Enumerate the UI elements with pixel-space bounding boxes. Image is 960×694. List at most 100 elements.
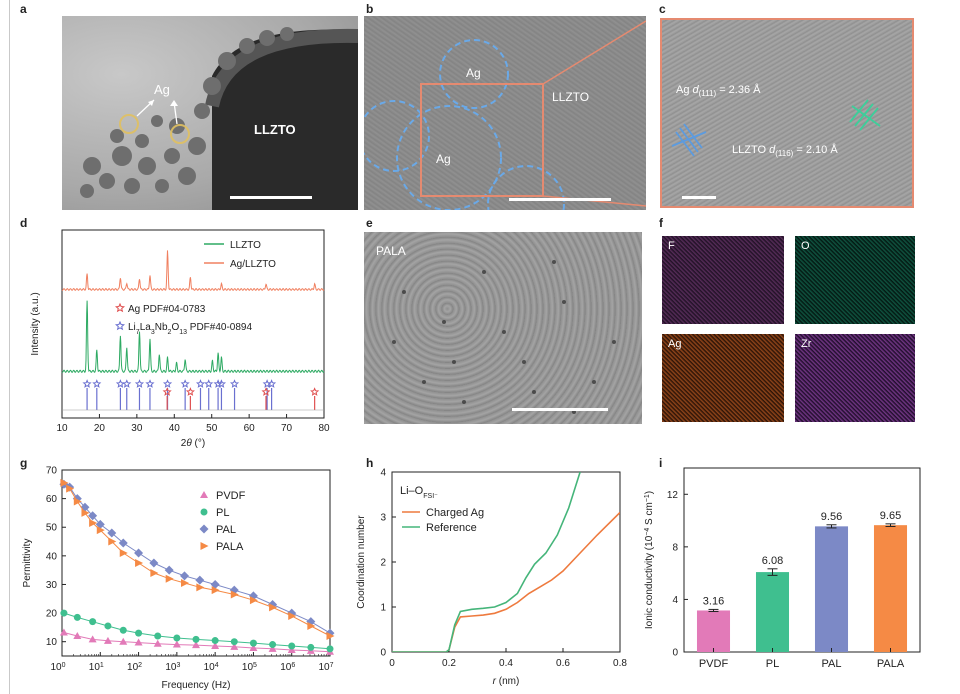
x-tick-label: 0.8: [613, 658, 627, 669]
panel-label-d: d: [20, 216, 28, 230]
panel-a-tem-image: Ag LLZTO: [62, 16, 358, 210]
data-point-pl: [288, 642, 296, 650]
data-point-pala: [181, 579, 190, 588]
data-point-pvdf: [134, 638, 143, 646]
panel-label-f: f: [659, 216, 663, 230]
li7-reference-star: [180, 379, 190, 388]
data-point-pal: [164, 565, 174, 575]
x-tick-label: 80: [318, 423, 330, 434]
legend-marker-pvdf: [200, 491, 208, 498]
data-point-pl: [60, 609, 68, 617]
legend-li7-reference-label: Li7La3Nb2O13 PDF#40-0894: [128, 322, 252, 336]
legend-ag-reference-label: Ag PDF#04-0783: [128, 304, 206, 315]
data-point-pala: [73, 497, 82, 506]
li7-reference-star: [134, 379, 145, 388]
x-tick-label-pal: PAL: [822, 658, 842, 670]
data-point-pvdf: [211, 641, 220, 649]
series-line-pl: [63, 612, 331, 650]
ag-reference-star: [310, 387, 320, 396]
chart-title: Li–OFSI⁻: [400, 485, 438, 500]
y-axis-label: Permittivity: [22, 539, 33, 588]
ag-llzto-pattern: [61, 250, 325, 291]
x-tick-label: 60: [244, 423, 256, 434]
data-point-pal: [149, 558, 159, 568]
data-point-pal: [72, 494, 82, 504]
x-tick-label: 30: [131, 423, 143, 434]
panel-label-e: e: [366, 216, 373, 230]
data-point-pl: [135, 629, 143, 637]
ag-reference-star: [261, 387, 271, 396]
y-tick-label: 40: [46, 551, 58, 562]
y-tick-label: 2: [380, 558, 386, 569]
data-point-pal: [180, 571, 190, 581]
data-point-pvdf: [230, 642, 239, 650]
x-tick-label: 10: [56, 423, 68, 434]
legend-label-pl: PL: [216, 507, 229, 519]
y-tick-label: 1: [380, 603, 386, 614]
li7-reference-star: [92, 379, 102, 388]
x-tick-label: 101: [89, 662, 104, 674]
y-tick-label: 4: [672, 595, 678, 606]
panel-label-h: h: [366, 456, 374, 470]
panel-b-overlay: [364, 16, 646, 210]
data-point-pl: [154, 632, 162, 640]
plot-frame: [683, 467, 921, 653]
x-tick-label: 40: [169, 423, 181, 434]
legend-label-charged-ag: Charged Ag: [426, 507, 484, 519]
x-tick-label: 20: [94, 423, 106, 434]
llzto-pattern: [61, 300, 325, 374]
data-point-pal: [107, 528, 117, 538]
y-axis-label: Ionic conductivity (10−4 S cm−1): [644, 491, 656, 629]
li7-reference-star: [216, 379, 227, 388]
data-point-pala: [135, 559, 144, 567]
panel-b-ag-top-label: Ag: [466, 66, 481, 80]
scale-bar: [230, 196, 312, 199]
li7-reference-star: [267, 379, 277, 388]
li7-reference-star: [82, 379, 92, 388]
data-point-pl: [119, 626, 127, 634]
x-tick-label-pl: PL: [766, 658, 779, 670]
scale-bar: [509, 198, 611, 201]
bar-pl: [755, 572, 790, 652]
x-tick-label: 0.6: [556, 658, 570, 669]
legend-marker-pl: [200, 508, 208, 516]
data-point-pala: [119, 548, 128, 557]
data-point-pl: [307, 643, 315, 651]
panel-a-ag-label: Ag: [154, 82, 170, 97]
panel-e-overlay: [392, 260, 616, 414]
data-point-pal: [95, 519, 105, 529]
panel-b-ag-bottom-label: Ag: [436, 152, 451, 166]
eds-map-f-label: F: [668, 240, 675, 252]
x-tick-label: 50: [206, 423, 218, 434]
data-point-pal: [118, 538, 128, 548]
data-point-pala: [326, 631, 335, 640]
x-tick-label: 105: [242, 662, 257, 674]
data-point-pvdf: [172, 640, 181, 648]
bar-pal: [814, 526, 849, 652]
eds-map-o: O: [795, 236, 915, 324]
panel-label-b: b: [366, 2, 374, 16]
data-point-pvdf: [249, 643, 258, 651]
ag-reference-star: [185, 387, 195, 396]
eds-map-ag-label: Ag: [668, 338, 682, 350]
x-tick-label: 0.4: [499, 658, 513, 669]
legend-llzto-label: LLZTO: [230, 240, 261, 251]
data-point-pala: [196, 583, 205, 592]
data-point-pala: [211, 586, 220, 595]
x-axis-label: Frequency (Hz): [162, 680, 231, 691]
x-tick-label: 107: [318, 662, 333, 674]
data-point-pal: [195, 575, 205, 585]
x-axis-label: 2θ (°): [181, 438, 205, 449]
y-tick-label: 0: [672, 648, 678, 659]
li7-reference-star: [195, 379, 206, 388]
x-tick-label: 70: [281, 423, 293, 434]
panel-a-particles: [80, 27, 358, 210]
panel-label-a: a: [20, 2, 27, 16]
x-tick-label: 0: [389, 658, 395, 669]
y-tick-label: 0: [380, 648, 386, 659]
data-point-pvdf: [88, 635, 97, 643]
y-axis-label: Coordination number: [356, 515, 367, 609]
data-point-pl: [192, 635, 200, 643]
data-point-pal: [210, 579, 220, 589]
y-tick-label: 8: [672, 542, 678, 553]
